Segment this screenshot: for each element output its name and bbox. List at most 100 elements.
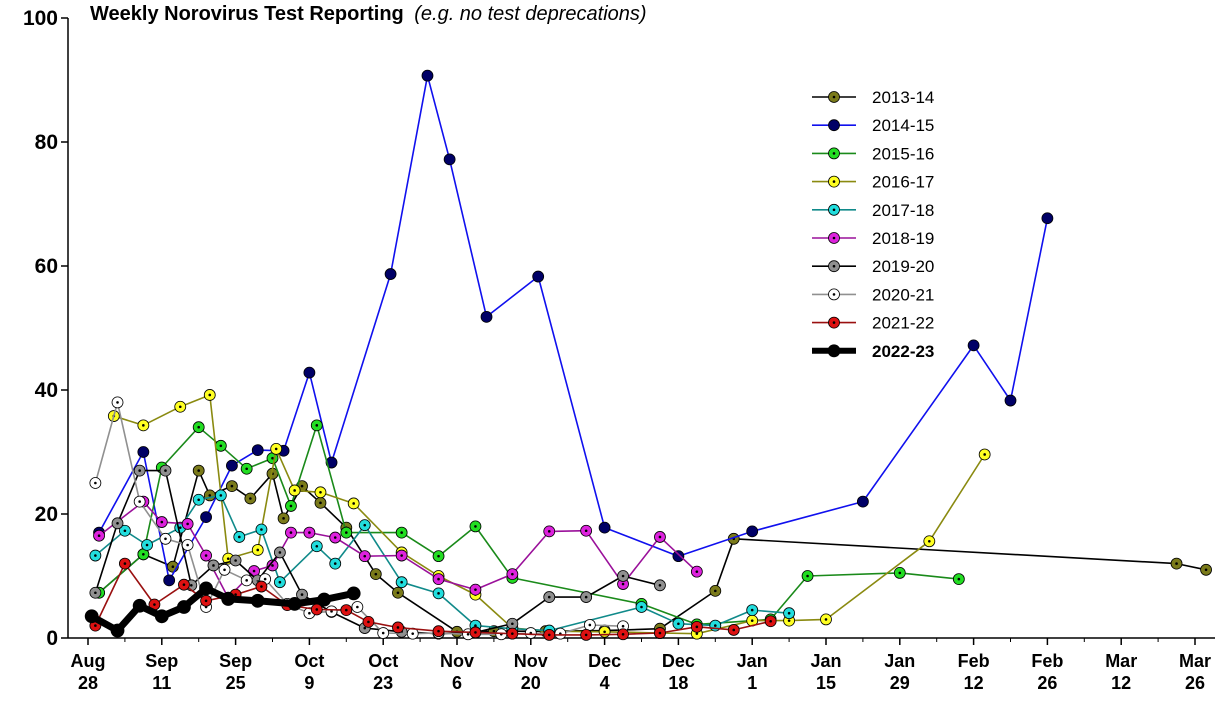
- data-point-center: [308, 531, 311, 534]
- data-point-center: [511, 622, 514, 626]
- x-tick-label-day: 23: [373, 673, 393, 693]
- data-point-center: [256, 548, 260, 552]
- data-point-center: [178, 405, 182, 409]
- legend-label: 2021-22: [872, 314, 934, 333]
- data-point-center: [145, 543, 149, 547]
- data-point-center: [474, 624, 477, 627]
- data-point-center: [621, 632, 625, 636]
- data-point-center: [972, 344, 975, 347]
- data-point: [221, 592, 236, 606]
- data-point-center: [315, 544, 319, 548]
- y-tick-label: 100: [23, 7, 58, 30]
- data-point-center: [584, 633, 588, 637]
- x-tick-label-month: Nov: [514, 651, 548, 671]
- data-point-center: [695, 570, 699, 573]
- legend-swatch-center: [832, 208, 836, 212]
- data-point-center: [957, 577, 961, 581]
- data-point: [317, 592, 332, 607]
- chart-series: [84, 69, 1212, 641]
- data-point-center: [806, 574, 809, 578]
- data-point-center: [750, 619, 754, 622]
- data-point-center: [732, 628, 736, 632]
- data-point-center: [356, 605, 359, 609]
- data-point-center: [621, 582, 625, 586]
- x-tick-label-month: Jan: [737, 651, 768, 671]
- data-point: [287, 597, 302, 611]
- data-point-center: [363, 554, 367, 558]
- data-point-center: [474, 588, 477, 591]
- data-point-center: [695, 625, 699, 629]
- legend-item: 2013-14: [812, 88, 934, 107]
- x-tick-label-month: Dec: [662, 651, 695, 671]
- x-tick-label-day: 18: [668, 673, 688, 693]
- data-point-center: [278, 580, 282, 584]
- data-point-center: [226, 557, 230, 560]
- data-point-center: [256, 448, 260, 452]
- legend-item: 2019-20: [812, 257, 934, 276]
- data-point-center: [182, 583, 186, 586]
- x-tick-label-day: 6: [452, 673, 462, 693]
- data-point-center: [1009, 399, 1012, 402]
- legend-swatch-marker: [827, 344, 841, 358]
- data-point-center: [230, 464, 234, 467]
- legend-swatch-center: [832, 293, 836, 296]
- x-tick-label-day: 9: [304, 673, 314, 693]
- data-point-center: [178, 526, 182, 529]
- data-point-center: [94, 554, 97, 557]
- x-tick-label-month: Feb: [958, 651, 990, 671]
- legend-item: 2020-21: [812, 285, 934, 304]
- data-point-center: [492, 629, 496, 633]
- series-line: [94, 562, 771, 636]
- data-point: [154, 609, 169, 624]
- data-point: [132, 598, 147, 613]
- data-point-center: [547, 595, 551, 599]
- legend-label: 2017-18: [872, 201, 934, 220]
- data-point-center: [769, 619, 772, 623]
- data-point-center: [164, 537, 167, 541]
- x-tick-label-month: Nov: [440, 651, 474, 671]
- data-point-center: [97, 534, 101, 537]
- data-point-center: [677, 622, 680, 626]
- legend-label: 2015-16: [872, 144, 934, 163]
- data-point-center: [928, 539, 931, 543]
- data-point-center: [300, 593, 304, 596]
- legend-item: 2022-23: [812, 342, 934, 361]
- legend-swatch-center: [832, 321, 836, 324]
- data-point-center: [381, 631, 385, 635]
- data-point-center: [333, 562, 337, 565]
- data-point-center: [208, 393, 212, 397]
- x-tick-label-month: Jan: [810, 651, 841, 671]
- data-point-center: [714, 589, 717, 593]
- x-tick-label-day: 25: [226, 673, 246, 693]
- legend-item: 2018-19: [812, 229, 934, 248]
- data-point-center: [536, 275, 540, 278]
- data-point-center: [437, 629, 440, 633]
- x-tick-label-month: Dec: [588, 651, 621, 671]
- x-tick-label-day: 4: [600, 673, 610, 693]
- y-tick-label: 20: [35, 503, 58, 526]
- data-point-center: [658, 584, 662, 587]
- data-point-center: [249, 497, 252, 500]
- data-point-center: [237, 535, 241, 539]
- data-point-center: [437, 592, 440, 595]
- legend-label: 2014-15: [872, 116, 934, 135]
- chart-axes: 020406080100Aug28Sep11Sep25Oct9Oct23Nov6…: [23, 7, 1215, 693]
- data-point-center: [787, 619, 791, 622]
- data-point-center: [167, 579, 171, 582]
- data-point-center: [263, 577, 267, 581]
- series-line: [94, 494, 790, 632]
- data-point-center: [282, 517, 285, 520]
- chart-title-main: Weekly Norovirus Test Reporting: [90, 3, 404, 25]
- data-point-center: [658, 535, 662, 539]
- data-point-center: [374, 572, 378, 576]
- data-point: [250, 593, 265, 608]
- x-tick-label-day: 11: [152, 673, 171, 693]
- data-point-center: [603, 630, 606, 634]
- data-point-center: [1175, 562, 1178, 565]
- data-point-center: [186, 543, 189, 547]
- data-point-center: [584, 595, 588, 599]
- data-point-center: [1204, 568, 1208, 572]
- data-point-center: [396, 626, 400, 629]
- data-point-center: [293, 489, 296, 492]
- data-point-center: [1046, 216, 1049, 220]
